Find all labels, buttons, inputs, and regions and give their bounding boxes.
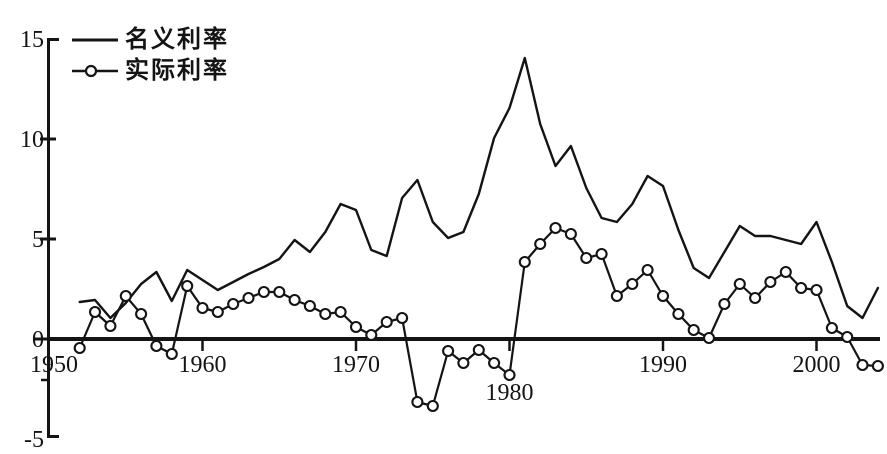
real-rate-marker xyxy=(779,265,792,279)
real-rate-marker xyxy=(488,356,501,370)
real-rate-marker xyxy=(687,323,700,337)
real-rate-marker xyxy=(595,247,608,261)
y-tick-label: 5 xyxy=(32,227,44,253)
legend-item-nominal: 名义利率 xyxy=(70,24,229,55)
real-rate-marker xyxy=(718,297,731,311)
real-rate-marker xyxy=(411,395,424,409)
real-rate-line xyxy=(78,226,880,408)
real-rate-marker xyxy=(196,301,209,315)
real-rate-marker xyxy=(534,237,547,251)
x-tick-label: 1980 xyxy=(486,380,534,406)
y-tick-label: 10 xyxy=(20,127,44,153)
real-rate-marker xyxy=(733,277,746,291)
x-tick-label: 1960 xyxy=(179,352,227,378)
real-rate-marker xyxy=(580,251,593,265)
real-rate-marker xyxy=(871,359,884,373)
real-rate-marker xyxy=(549,221,562,235)
real-rate-marker xyxy=(825,321,838,335)
real-rate-marker xyxy=(165,347,178,361)
real-rate-marker xyxy=(150,339,163,353)
real-rate-marker xyxy=(518,255,531,269)
real-rate-marker xyxy=(810,283,823,297)
real-rate-marker xyxy=(626,277,639,291)
real-rate-marker xyxy=(503,368,516,382)
nominal-line-sample-icon xyxy=(72,38,118,41)
real-rate-marker xyxy=(334,305,347,319)
real-line-sample-icon xyxy=(72,64,118,77)
real-rate-marker xyxy=(472,343,485,357)
real-rate-marker xyxy=(104,319,117,333)
real-rate-marker xyxy=(795,281,808,295)
real-rate-marker xyxy=(426,399,439,413)
real-rate-marker xyxy=(641,263,654,277)
x-tick-label: 1970 xyxy=(332,352,380,378)
real-rate-marker xyxy=(365,328,378,342)
real-rate-marker xyxy=(257,285,270,299)
legend: 名义利率 实际利率 xyxy=(70,24,229,86)
real-rate-marker xyxy=(88,305,102,319)
legend-label-real: 实际利率 xyxy=(125,57,229,84)
real-rate-marker xyxy=(610,289,623,303)
real-rate-marker xyxy=(856,358,869,372)
real-rate-marker xyxy=(119,289,132,303)
real-rate-marker xyxy=(380,315,393,329)
real-rate-marker xyxy=(319,307,332,321)
real-rate-marker xyxy=(656,289,670,303)
real-rate-marker xyxy=(764,275,777,289)
real-rate-marker xyxy=(396,311,409,325)
real-rate-marker xyxy=(181,279,194,293)
real-rate-marker xyxy=(242,291,255,305)
real-rate-marker xyxy=(273,285,286,299)
real-rate-marker xyxy=(457,356,470,370)
real-rate-marker xyxy=(702,331,716,345)
real-rate-marker xyxy=(135,307,148,321)
real-rate-marker xyxy=(749,291,762,305)
real-rate-marker xyxy=(841,330,854,344)
y-tick-label: 15 xyxy=(20,27,44,53)
real-rate-marker xyxy=(442,344,455,358)
real-rate-marker xyxy=(227,297,240,311)
real-rate-marker xyxy=(288,293,301,307)
real-rate-marker xyxy=(564,227,577,241)
x-tick-label: 2000 xyxy=(793,352,841,378)
x-tick-label: 1950 xyxy=(30,352,78,378)
real-rate-marker xyxy=(303,299,316,313)
legend-item-real: 实际利率 xyxy=(70,55,229,86)
real-rate-marker xyxy=(672,307,685,321)
real-rate-marker xyxy=(73,341,86,355)
y-tick-label: 0 xyxy=(32,327,44,353)
x-tick-label: 1990 xyxy=(639,352,687,378)
real-rate-marker xyxy=(349,320,363,334)
legend-label-nominal: 名义利率 xyxy=(125,26,229,53)
y-tick-label: -5 xyxy=(24,427,44,453)
nominal-rate-line xyxy=(78,56,880,320)
real-rate-marker xyxy=(211,305,224,319)
